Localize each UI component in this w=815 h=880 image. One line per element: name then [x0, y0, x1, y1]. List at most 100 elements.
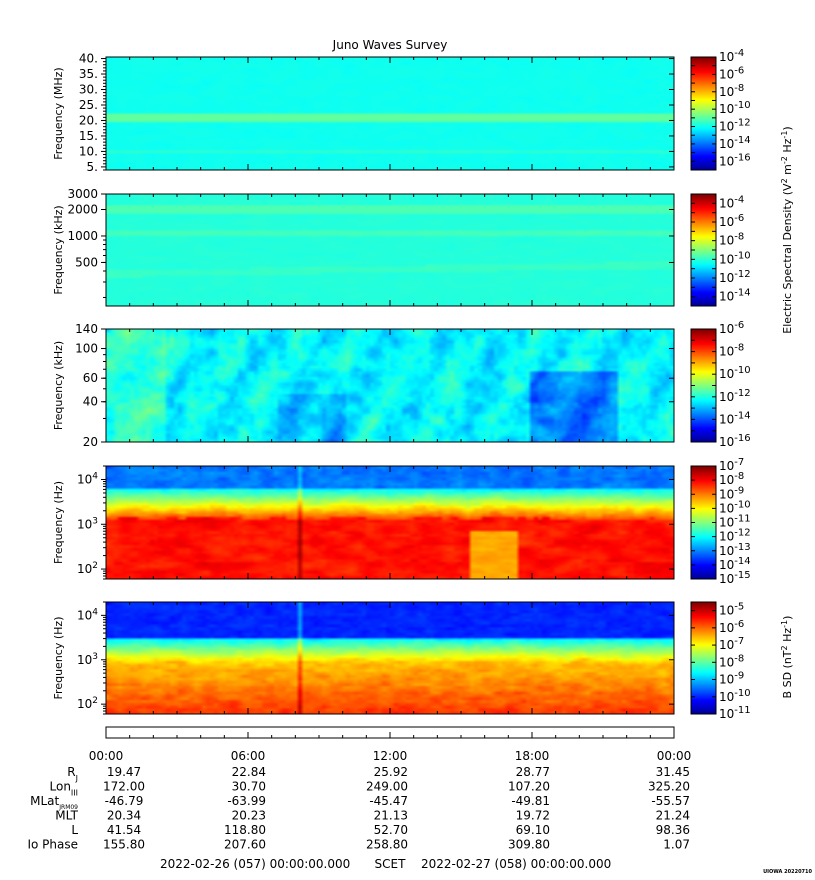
y-tick-label: 30.	[79, 83, 98, 97]
y-tick-label: 10.	[79, 144, 98, 158]
ephemeris-value: 1.07	[663, 838, 690, 852]
ephemeris-value: -55.57	[651, 794, 690, 808]
colorbar-tick-label: 10-10	[719, 365, 751, 382]
spectrogram-image	[106, 57, 674, 170]
colorbar: 10-6 10-8 10-10 10-12 10-14 10-16	[690, 320, 751, 450]
y-axis-label: Frequency (Hz)	[52, 617, 65, 700]
colorbar-frame	[690, 601, 717, 715]
ephemeris-value: 107.20	[508, 780, 550, 794]
colorbar-tick-label: 10-8	[719, 653, 744, 670]
colorbar-tick-label: 10-12	[719, 527, 751, 544]
ephemeris-row-label: Io Phase	[27, 838, 78, 852]
ephemeris-value: 30.70	[232, 780, 266, 794]
colorbar-gradient	[691, 466, 716, 579]
y-tick-label: 103	[77, 516, 98, 531]
colorbar-tick-label: 10-14	[719, 410, 751, 427]
spectrogram-panel: 140 100 60 40 20 Frequency (kHz)	[52, 322, 675, 449]
colorbar-tick-label: 10-14	[719, 287, 751, 304]
y-tick-label: 102	[77, 561, 98, 576]
ephemeris-value: 25.92	[374, 765, 408, 779]
colorbar-tick-label: 10-9	[719, 485, 744, 502]
ephemeris-value: 21.13	[374, 809, 408, 823]
colorbar-tick-label: 10-10	[719, 499, 751, 516]
y-tick-label: 40.	[79, 52, 98, 66]
y-tick-label: 104	[77, 471, 98, 486]
spectrogram-image	[106, 602, 674, 714]
ephemeris-value: 19.72	[516, 809, 550, 823]
ephemeris-value: 249.00	[366, 780, 408, 794]
y-tick-label: 20.	[79, 113, 98, 127]
colorbar: 10-710-810-910-1010-1110-1210-1310-1410-…	[690, 457, 751, 587]
uiowa-watermark: UIOWA 20220710	[763, 869, 812, 875]
colorbar-tick-label: 10-12	[719, 387, 751, 404]
ephemeris-value: 172.00	[103, 780, 145, 794]
colorbar-tick-label: 10-10	[719, 687, 751, 704]
spectrogram-panel: 40.35. 30.25.20. 15.10. 5. Frequency (MHz)	[52, 52, 675, 174]
y-tick-label: 3000	[67, 187, 98, 201]
colorbar-tick-label: 10-12	[719, 269, 751, 286]
esd-colorbar-label: Electric Spectral Density (V2 m-2 Hz-1)	[780, 126, 795, 333]
ephemeris-value: 21.24	[656, 809, 690, 823]
scet-end: 2022-02-27 (058) 00:00:00.000	[421, 857, 611, 871]
ephemeris-row-label: L	[71, 823, 78, 837]
bsd-colorbar-label: B SD (nT2 Hz-1)	[780, 616, 795, 699]
y-axis-label: Frequency (MHz)	[52, 67, 65, 159]
spectrogram-image	[106, 466, 674, 579]
y-tick-label: 40	[83, 395, 98, 409]
colorbar-tick-label: 10-15	[719, 570, 751, 587]
y-tick-label: 60	[83, 371, 98, 385]
colorbar-tick-label: 10-6	[719, 618, 744, 635]
colorbar-tick-label: 10-4	[719, 48, 744, 65]
colorbar-gradient	[691, 194, 716, 306]
spectrogram-image	[106, 194, 674, 306]
ephemeris-value: 41.54	[107, 823, 141, 837]
spectrogram-image	[106, 329, 674, 442]
colorbar-gradient	[691, 329, 716, 442]
ephemeris-row-label: LonIII	[50, 780, 79, 798]
colorbar-tick-label: 10-9	[719, 670, 744, 687]
colorbar-tick-label: 10-16	[719, 433, 751, 450]
y-tick-label: 25.	[79, 98, 98, 112]
chart-title: Juno Waves Survey	[332, 38, 448, 52]
colorbar-tick-label: 10-8	[719, 82, 744, 99]
colorbar-tick-label: 10-11	[719, 705, 751, 722]
colorbar-tick-label: 10-5	[719, 601, 744, 618]
time-label: 06:00	[231, 749, 266, 763]
ephemeris-value: 31.45	[656, 765, 690, 779]
colorbar-tick-label: 10-8	[719, 342, 744, 359]
ephemeris-value: 20.23	[232, 809, 266, 823]
y-tick-label: 1000	[67, 229, 98, 243]
spectrogram-panel: 104 103 102 Frequency (Hz)	[52, 465, 675, 580]
ephemeris-value: -45.47	[369, 794, 408, 808]
scet-label: SCET	[375, 857, 407, 871]
colorbar-tick-label: 10-8	[719, 471, 744, 488]
y-tick-label: 15.	[79, 129, 98, 143]
time-label: 12:00	[373, 749, 408, 763]
time-label: 18:00	[515, 749, 550, 763]
ephemeris-row-label: RJ	[67, 765, 78, 783]
ephemeris-value: 207.60	[224, 838, 266, 852]
colorbar-tick-label: 10-16	[719, 152, 751, 169]
ephemeris-value: 309.80	[508, 838, 550, 852]
colorbar-frame	[690, 56, 717, 171]
y-tick-label: 2000	[67, 202, 98, 216]
colorbar-tick-label: 10-6	[719, 213, 744, 230]
colorbar-tick-label: 10-10	[719, 250, 751, 267]
ephemeris-value: 98.36	[656, 823, 690, 837]
ephemeris-value: 69.10	[516, 823, 550, 837]
y-axis-label: Frequency (kHz)	[52, 205, 65, 294]
time-label: 00:00	[89, 749, 124, 763]
ephemeris-value: 155.80	[103, 838, 145, 852]
colorbar-tick-label: 10-13	[719, 541, 751, 558]
colorbars: 10-410-610-810-1010-1210-1410-1610-410-6…	[690, 48, 751, 722]
time-label: 00:00	[657, 749, 692, 763]
ephemeris-value: -46.79	[105, 794, 144, 808]
colorbar-tick-label: 10-8	[719, 231, 744, 248]
colorbar-tick-label: 10-14	[719, 555, 751, 572]
colorbar-tick-label: 10-10	[719, 100, 751, 117]
time-axis: 00:00 06:00 12:00 18:00 00:00 RJ 19.47 22.84 25.…	[27, 726, 692, 852]
ephemeris-value: 20.34	[107, 809, 141, 823]
colorbar-tick-label: 10-6	[719, 320, 744, 337]
